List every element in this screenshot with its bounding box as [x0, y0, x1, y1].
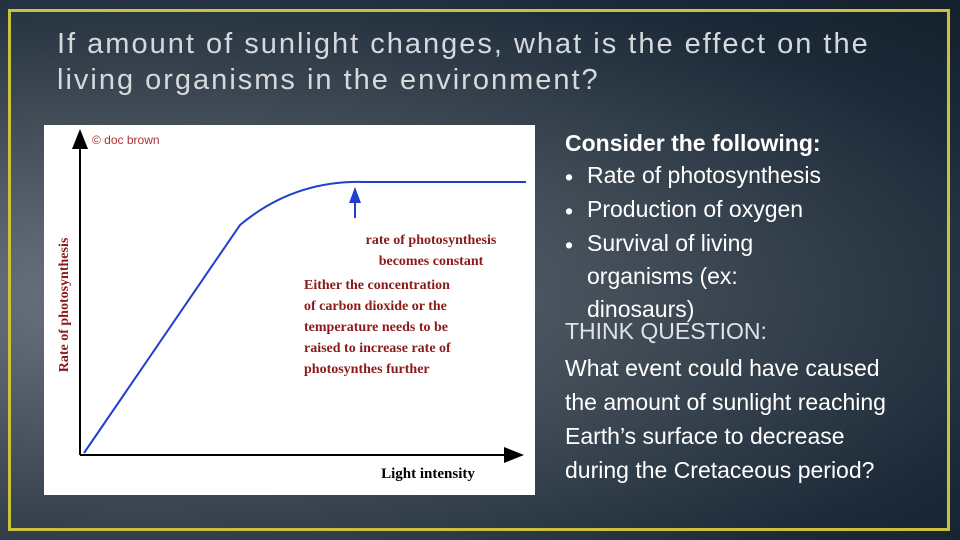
question-heading: THINK QUESTION: [565, 318, 767, 344]
annotation-line: becomes constant [379, 254, 484, 269]
heading: Consider the following: [565, 130, 821, 156]
bullet-dot: • [565, 232, 574, 258]
annotation-line: raised to increase rate of [304, 341, 451, 356]
annotation: rate of photosynthesis becomes constant [366, 233, 497, 269]
annotation-line: temperature needs to be [304, 320, 448, 335]
x-axis-label: Light intensity [381, 466, 475, 482]
annotation-line: photosynthes further [304, 362, 430, 377]
annotation-line: rate of photosynthesis [366, 233, 497, 248]
bullet-dot: • [565, 164, 574, 190]
annotation-line: Either the concentration [304, 278, 450, 293]
y-axis-label: Rate of photosynthesis [57, 237, 72, 372]
bullet-text: Production of oxygen [587, 196, 804, 222]
bullet-text: Survival of living organisms (ex: dinosa… [587, 230, 754, 322]
figure: © doc brown Rate of photosynthesis Light… [44, 125, 535, 495]
slide-title: If amount of sunlight changes, what is t… [57, 28, 870, 96]
annotation: Either the concentration of carbon dioxid… [304, 278, 451, 377]
annotation-line: of carbon dioxide or the [304, 299, 447, 314]
slide-frame [8, 9, 950, 531]
bullet-dot: • [565, 198, 574, 224]
copyright: © doc brown [92, 133, 160, 147]
bullet-text: Rate of photosynthesis [587, 162, 821, 188]
rate-curve [83, 180, 526, 454]
question-text: What event could have caused the amount … [565, 355, 886, 483]
arrow-head [349, 187, 361, 203]
photosynthesis-graph: © doc brown Rate of photosynthesis Light… [57, 129, 526, 482]
